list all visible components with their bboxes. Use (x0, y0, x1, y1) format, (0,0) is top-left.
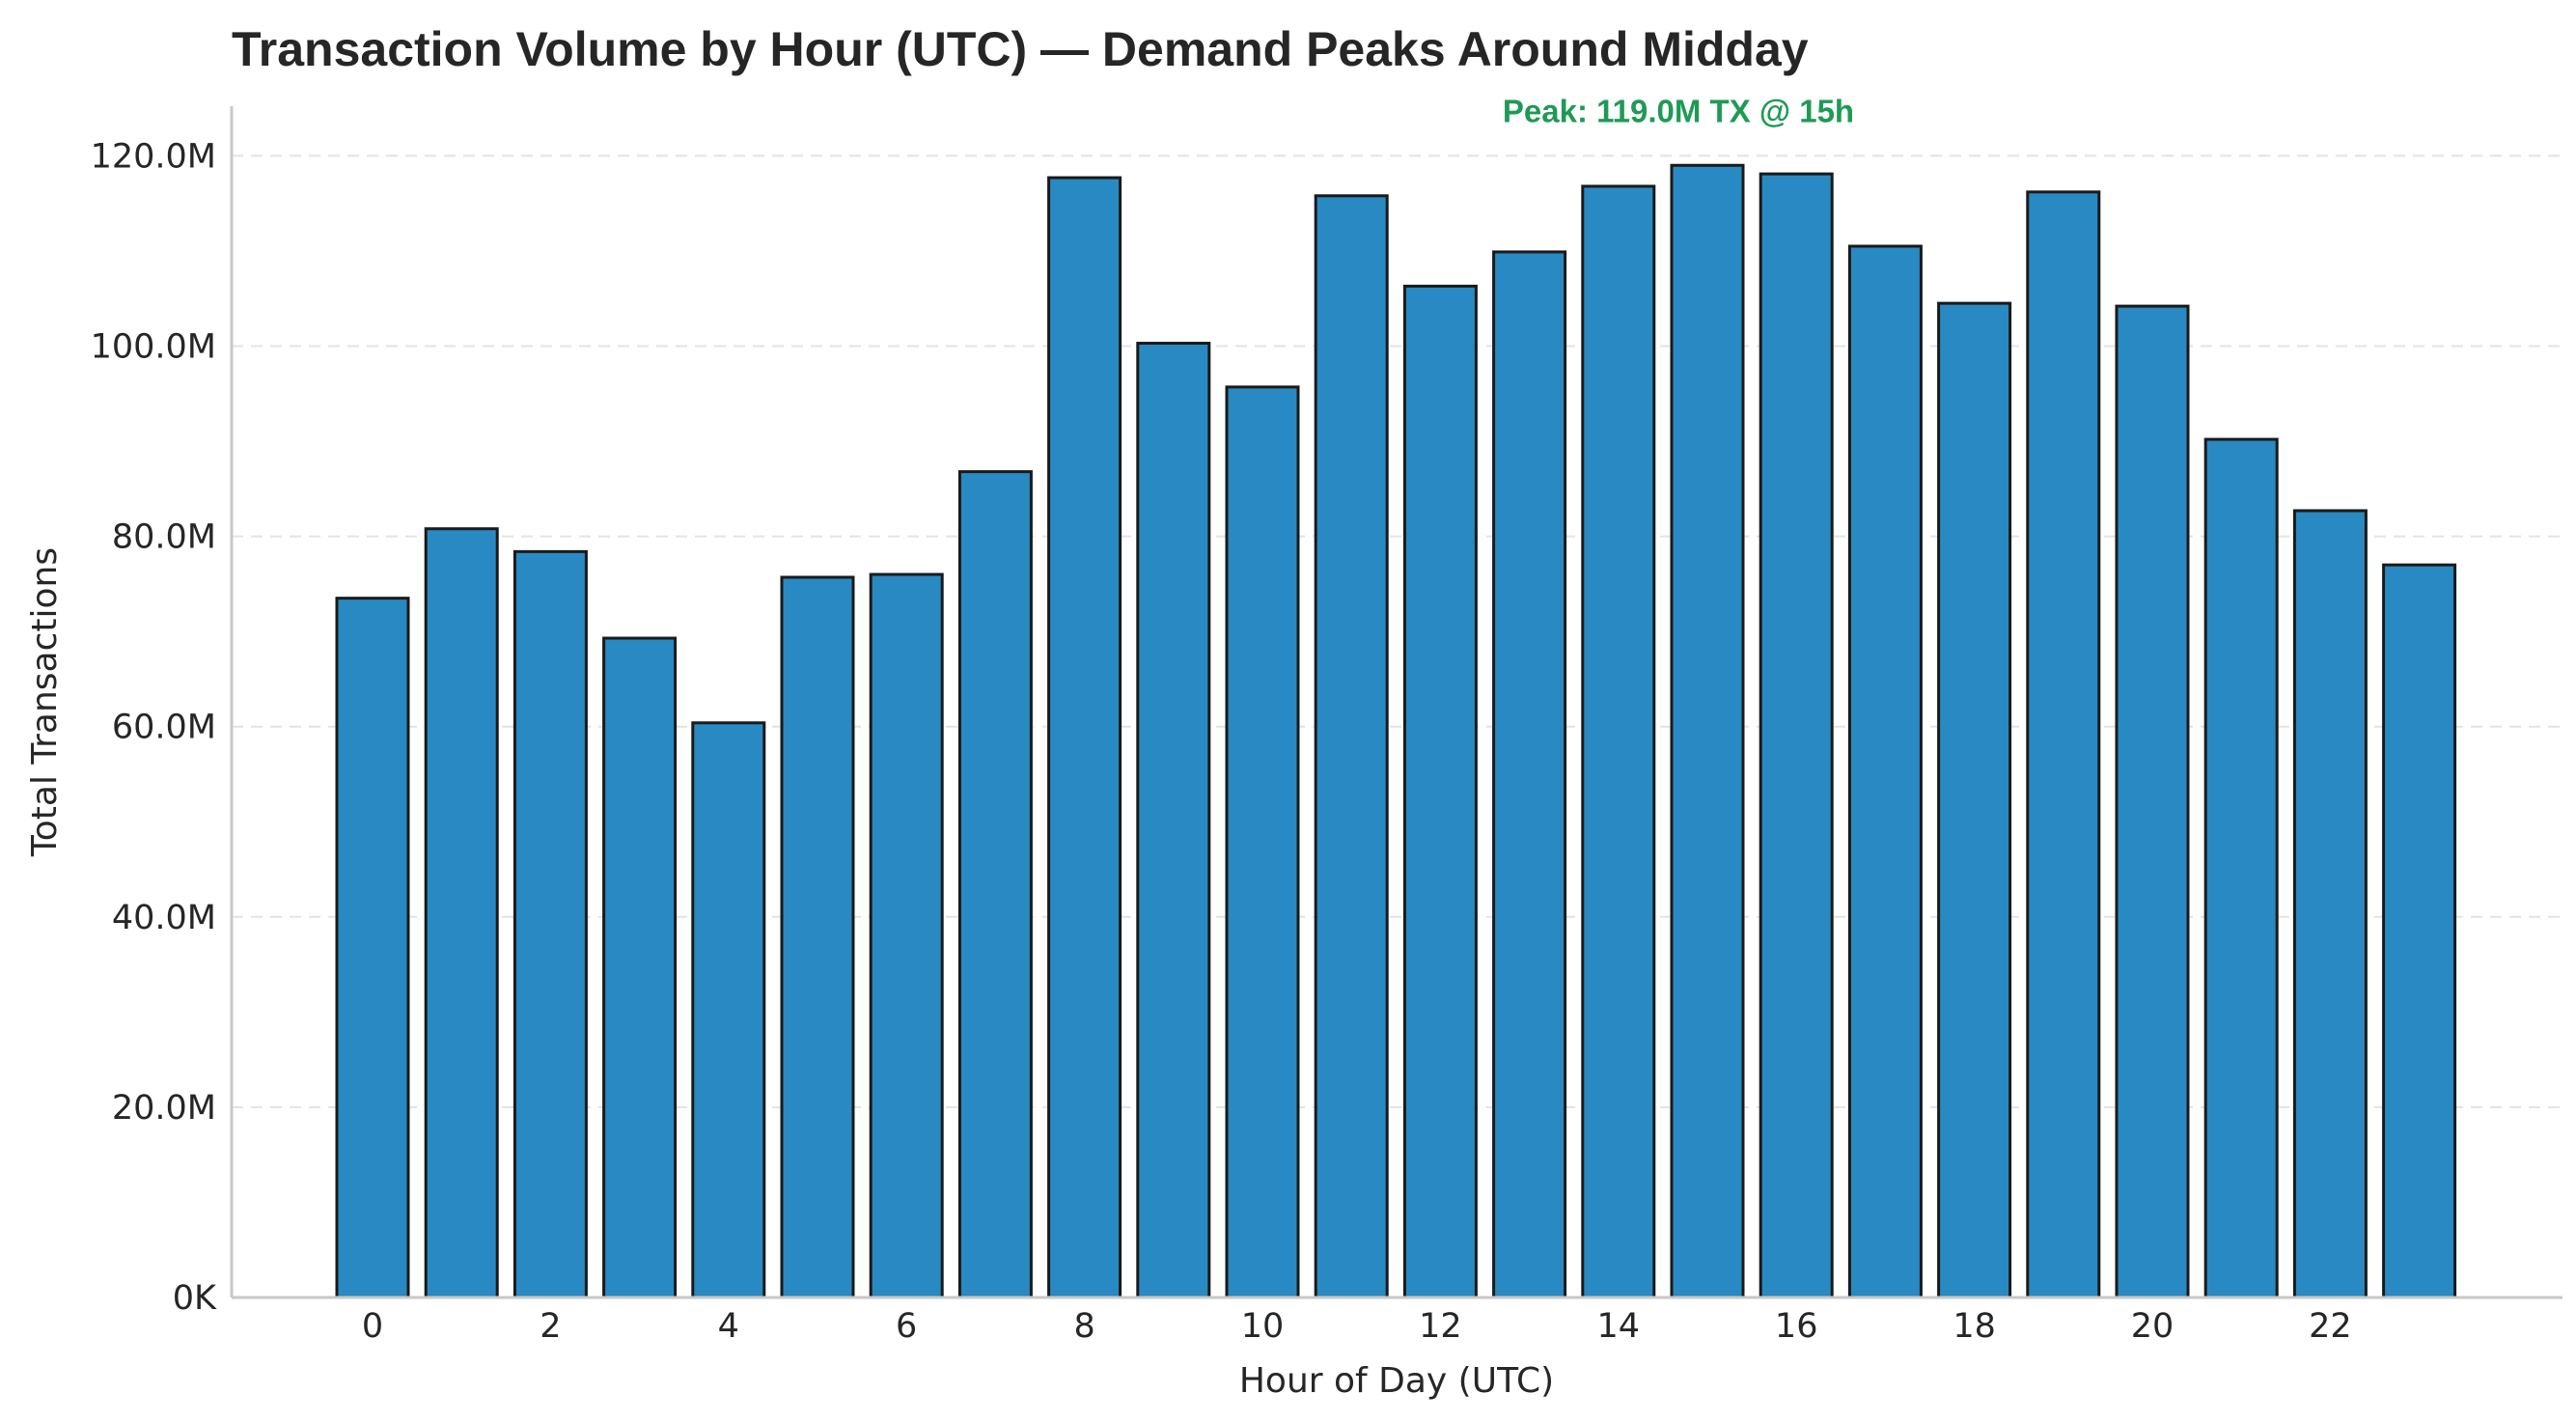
bar-hour-13 (1492, 250, 1567, 1299)
bar-hour-5 (780, 575, 855, 1299)
x-tick-label: 4 (718, 1307, 739, 1346)
y-tick-label: 0K (173, 1279, 217, 1318)
x-tick-label: 22 (2309, 1307, 2352, 1346)
bar-hour-21 (2203, 437, 2279, 1299)
bar-hour-17 (1847, 244, 1923, 1299)
bar-hour-10 (1225, 385, 1300, 1299)
bar-hour-7 (957, 470, 1033, 1299)
bar-hour-1 (424, 527, 499, 1299)
y-tick-label: 40.0M (112, 899, 216, 937)
bar-hour-3 (602, 636, 678, 1299)
x-tick-label: 10 (1241, 1307, 1285, 1346)
y-tick-label: 60.0M (112, 709, 216, 747)
x-tick-label: 8 (1073, 1307, 1094, 1346)
x-tick-label: 20 (2131, 1307, 2174, 1346)
peak-annotation: Peak: 119.0M TX @ 15h (1503, 93, 1854, 128)
bar-hour-20 (2115, 304, 2190, 1299)
bar-hour-6 (869, 572, 944, 1299)
x-tick-label: 12 (1419, 1307, 1462, 1346)
bar-hour-16 (1759, 172, 1834, 1299)
x-tick-label: 6 (896, 1307, 917, 1346)
y-tick-label: 100.0M (91, 328, 216, 367)
bars (335, 163, 2457, 1299)
bar-hour-23 (2382, 563, 2457, 1299)
bar-hour-12 (1402, 284, 1478, 1299)
bar-hour-0 (335, 597, 410, 1299)
chart-title: Transaction Volume by Hour (UTC) — Deman… (232, 22, 1809, 76)
y-tick-label: 20.0M (112, 1089, 216, 1128)
bar-hour-8 (1047, 176, 1122, 1299)
bar-hour-19 (2026, 190, 2101, 1299)
bar-hour-15 (1670, 163, 1745, 1299)
x-tick-labels: 0 2 4 6 8 10 12 14 16 18 20 22 (362, 1307, 2352, 1346)
x-tick-label: 14 (1597, 1307, 1641, 1346)
y-tick-label: 120.0M (91, 137, 216, 176)
bar-hour-2 (512, 549, 588, 1299)
bar-hour-9 (1136, 342, 1211, 1299)
x-axis-label: Hour of Day (UTC) (1239, 1361, 1554, 1401)
x-tick-label: 0 (362, 1307, 383, 1346)
x-tick-label: 2 (540, 1307, 561, 1346)
x-tick-label: 18 (1953, 1307, 1996, 1346)
x-tick-label: 16 (1775, 1307, 1818, 1346)
bar-hour-11 (1314, 194, 1389, 1299)
bar-hour-14 (1581, 184, 1656, 1299)
y-axis-label: Total Transactions (25, 547, 65, 857)
bar-hour-4 (691, 721, 766, 1299)
y-tick-label: 80.0M (112, 518, 216, 557)
bar-hour-22 (2292, 509, 2368, 1299)
bar-hour-18 (1937, 301, 2012, 1299)
y-tick-labels: 0K 20.0M 40.0M 60.0M 80.0M 100.0M 120.0M (91, 137, 217, 1318)
